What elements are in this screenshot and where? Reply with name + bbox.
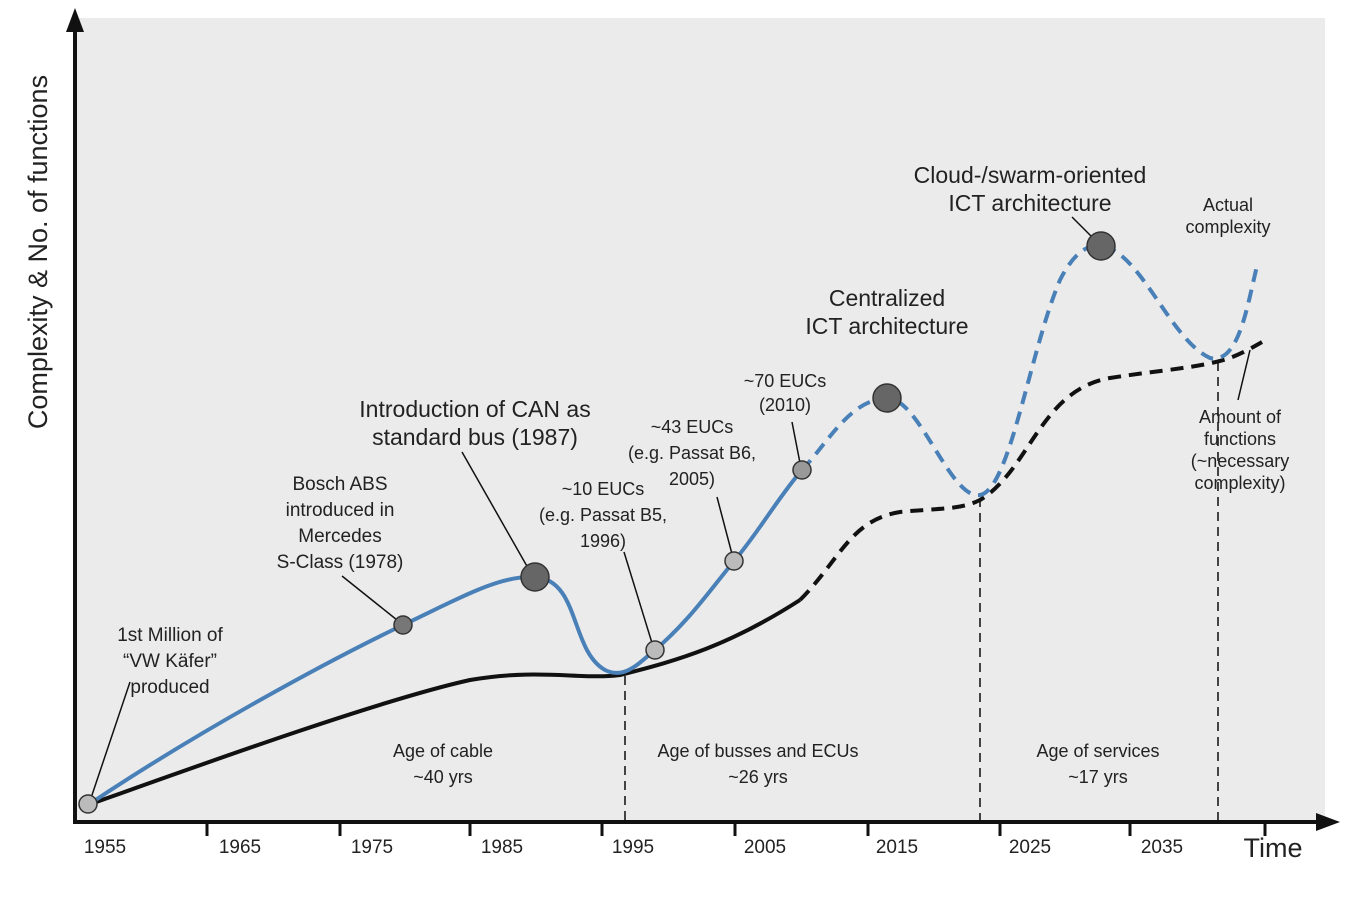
milestone xyxy=(78,794,98,814)
year-label: 2015 xyxy=(876,837,918,858)
annotation: S-Class (1978) xyxy=(277,552,404,573)
functions-label: Amount of xyxy=(1199,407,1282,427)
era-name: Age of busses and ECUs xyxy=(657,741,858,761)
functions-curve-projected xyxy=(798,340,1263,602)
annotation: (e.g. Passat B5, xyxy=(539,505,667,525)
annotation: 1996) xyxy=(580,531,626,551)
milestone xyxy=(393,615,413,635)
year-label: 1975 xyxy=(351,837,393,858)
annotation: 2005) xyxy=(669,469,715,489)
x-axis-arrow xyxy=(1316,813,1340,831)
era-duration: ~17 yrs xyxy=(1068,767,1128,787)
era-duration: ~40 yrs xyxy=(413,767,473,787)
year-label: 1985 xyxy=(481,837,523,858)
year-label: 1955 xyxy=(84,837,126,858)
annotation: standard bus (1987) xyxy=(372,424,578,450)
leader xyxy=(791,421,801,464)
functions-label: (~necessary xyxy=(1191,451,1290,471)
era-name: Age of services xyxy=(1036,741,1159,761)
functions-curve xyxy=(87,598,802,807)
milestone xyxy=(792,460,812,480)
year-label: 1965 xyxy=(219,837,261,858)
milestones xyxy=(78,231,1116,814)
annotation: ~43 EUCs xyxy=(651,417,734,437)
actual-label: complexity xyxy=(1185,217,1270,237)
annotation: Introduction of CAN as xyxy=(359,396,590,422)
era-separators xyxy=(624,362,1219,822)
annotation: Cloud-/swarm-oriented xyxy=(914,162,1147,188)
x-axis-label: Time xyxy=(1244,833,1303,863)
annotation: (2010) xyxy=(759,395,811,415)
leader xyxy=(90,681,131,799)
year-label: 2025 xyxy=(1009,837,1051,858)
annotation: “VW Käfer” xyxy=(123,651,217,672)
leader xyxy=(623,551,653,644)
milestone xyxy=(645,640,665,660)
leader xyxy=(341,575,398,621)
leader xyxy=(1071,216,1094,239)
functions-label: functions xyxy=(1204,429,1276,449)
annotation: ICT architecture xyxy=(805,313,968,339)
actual-label: Actual xyxy=(1203,195,1253,215)
leader xyxy=(1237,349,1251,401)
x-ticks xyxy=(205,822,1267,836)
y-axis-label: Complexity & No. of functions xyxy=(23,75,53,429)
annotation: introduced in xyxy=(286,500,395,521)
leader xyxy=(461,451,529,569)
leader xyxy=(716,496,733,555)
annotation: 1st Million of xyxy=(117,625,223,646)
annotation: produced xyxy=(130,677,209,698)
annotation: Bosch ABS xyxy=(292,474,387,495)
annotation: (e.g. Passat B6, xyxy=(628,443,756,463)
annotation: Centralized xyxy=(829,285,945,311)
milestone-major xyxy=(872,383,902,413)
annotation: ~10 EUCs xyxy=(562,479,645,499)
year-label: 2035 xyxy=(1141,837,1183,858)
annotation: ~70 EUCs xyxy=(744,371,827,391)
era-duration: ~26 yrs xyxy=(728,767,788,787)
milestone-major xyxy=(520,562,550,592)
annotation: Mercedes xyxy=(298,526,381,547)
milestone xyxy=(724,551,744,571)
year-label: 2005 xyxy=(744,837,786,858)
year-label: 1995 xyxy=(612,837,654,858)
annotation: ICT architecture xyxy=(948,190,1111,216)
era-name: Age of cable xyxy=(393,741,493,761)
functions-label: complexity) xyxy=(1194,473,1285,493)
y-axis-arrow xyxy=(66,8,84,32)
milestone-major xyxy=(1086,231,1116,261)
leaders xyxy=(90,216,1251,799)
